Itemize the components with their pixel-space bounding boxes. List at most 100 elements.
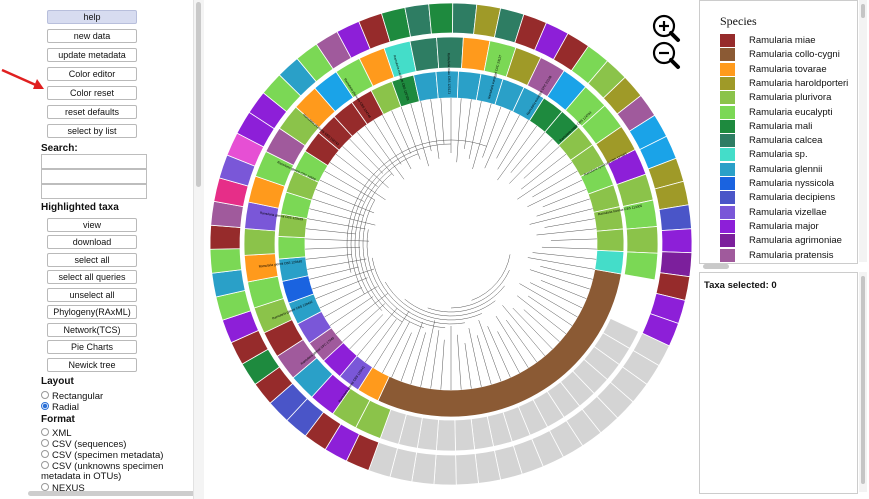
tree-branch (319, 179, 364, 202)
legend-label: Ramularia glennii (749, 163, 823, 175)
tree-branch (364, 319, 397, 363)
tree-branch (315, 277, 368, 299)
layout-heading: Layout (41, 376, 74, 387)
view-button[interactable]: view (47, 218, 137, 232)
tree-branch (400, 321, 423, 382)
tree-branch (464, 342, 472, 389)
help-button[interactable]: help (47, 10, 137, 24)
tree-rings (209, 2, 693, 486)
tree-branch (329, 162, 386, 201)
legend-swatch (720, 105, 735, 119)
outer-segment (428, 2, 454, 35)
tree-branches (305, 98, 597, 390)
layout-radial-radio[interactable]: Radial (41, 402, 79, 413)
legend-label: Ramularia calcea (749, 135, 823, 147)
search-input-2[interactable] (41, 169, 147, 184)
legend-label: Ramularia pratensis (749, 249, 834, 261)
outer-segment (209, 224, 242, 250)
tree-view[interactable]: Ramularia glennii CBS 129441 Ramularia gl… (204, 0, 696, 499)
tree-branch (335, 293, 389, 335)
legend-label: Ramularia nyssicola (749, 178, 835, 189)
zoom-out-icon[interactable] (652, 41, 680, 69)
tree-clade-arc (366, 229, 446, 329)
middle-segment (625, 226, 659, 254)
tree-branch (305, 228, 356, 235)
leaf-label: Ramularia glennii CBS 129439 (260, 211, 304, 222)
tree-branch (540, 280, 587, 299)
legend-label: Ramularia decipiens (749, 192, 836, 204)
legend-swatch (720, 219, 735, 233)
format-xml-radio[interactable]: XML (41, 428, 72, 439)
scrollbar-thumb[interactable] (196, 2, 201, 187)
grey-segment (435, 419, 456, 452)
tree-branch (440, 98, 445, 145)
scrollbar-thumb[interactable] (861, 276, 865, 484)
tree-branch (506, 319, 538, 363)
tree-branch (349, 314, 384, 350)
left-panel-scrollbar[interactable] (193, 0, 204, 499)
format-csv-unknowns-radio[interactable]: CSV (unknowns specimen metadata in OTUs) (41, 461, 166, 482)
taxa-selected-panel: Taxa selected: 0 (699, 272, 858, 494)
tree-branch (540, 266, 593, 280)
phylogeny-raxml-button[interactable]: Phylogeny(RAxML) (47, 305, 137, 319)
tree-branch (529, 208, 593, 225)
tree-branch (420, 101, 432, 152)
pie-charts-button[interactable]: Pie Charts (47, 340, 137, 354)
tree-branch (468, 328, 482, 387)
download-button[interactable]: download (47, 235, 137, 249)
legend-horizontal-scrollbar[interactable] (703, 264, 729, 269)
tree-branch (487, 326, 511, 378)
legend-label: Ramularia tovarae (749, 63, 827, 75)
tree-branch (527, 295, 573, 326)
select-by-list-button[interactable]: select by list (47, 124, 137, 138)
radio-label: XML (52, 428, 72, 439)
legend-swatch (720, 62, 735, 76)
select-all-button[interactable]: select all (47, 253, 137, 267)
tree-branch (523, 309, 560, 342)
unselect-all-button[interactable]: unselect all (47, 288, 137, 302)
tree-branch (456, 98, 462, 163)
radio-off-icon (41, 483, 49, 491)
newick-tree-button[interactable]: Newick tree (47, 358, 137, 372)
tree-branch (472, 103, 492, 170)
tree-clade-arc (362, 199, 424, 328)
grey-segment (454, 418, 476, 452)
tree-clade-arc (350, 143, 452, 295)
update-metadata-button[interactable]: update metadata (47, 48, 137, 62)
radio-label: NEXUS (52, 483, 85, 494)
legend-swatch (720, 34, 735, 47)
middle-segment (243, 228, 276, 256)
legend-label: Ramularia haroldporteri (749, 77, 849, 89)
horizontal-scrollbar[interactable] (28, 491, 193, 496)
search-input-3[interactable] (41, 184, 147, 199)
tree-branch (307, 258, 367, 270)
tree-branch (497, 125, 538, 181)
zoom-in-icon[interactable] (652, 14, 680, 42)
red-arrow-annotation (1, 68, 44, 89)
legend-label: Ramularia collo-cygni (749, 49, 840, 61)
select-all-queries-button[interactable]: select all queries (47, 270, 137, 284)
tree-branch (509, 138, 553, 184)
search-input-1[interactable] (41, 154, 147, 169)
tree-branch (512, 307, 553, 350)
layout-rectangular-radio[interactable]: Rectangular (41, 391, 103, 402)
color-editor-button[interactable]: Color editor (47, 67, 137, 81)
legend-label: Ramularia major (749, 220, 819, 232)
scrollbar-thumb[interactable] (861, 4, 865, 18)
format-nexus-radio[interactable]: NEXUS (41, 483, 85, 494)
color-reset-button[interactable]: Color reset (47, 86, 137, 100)
tree-clade-arc (450, 269, 510, 309)
taxa-panel-scrollbar[interactable] (859, 272, 867, 492)
right-panel: Species Ramularia miae Ramularia collo-cy… (699, 0, 869, 499)
format-csv-specimen-radio[interactable]: CSV (specimen metadata) (41, 450, 163, 461)
new-data-button[interactable]: new data (47, 29, 137, 43)
format-csv-sequences-radio[interactable]: CSV (sequences) (41, 439, 126, 450)
tree-branch (324, 170, 375, 201)
reset-defaults-button[interactable]: reset defaults (47, 105, 137, 119)
tree-branch (495, 315, 529, 368)
inner-segment (596, 228, 625, 252)
outer-segment (209, 248, 243, 274)
legend-scrollbar[interactable] (859, 0, 867, 262)
network-tcs-button[interactable]: Network(TCS) (47, 323, 137, 337)
